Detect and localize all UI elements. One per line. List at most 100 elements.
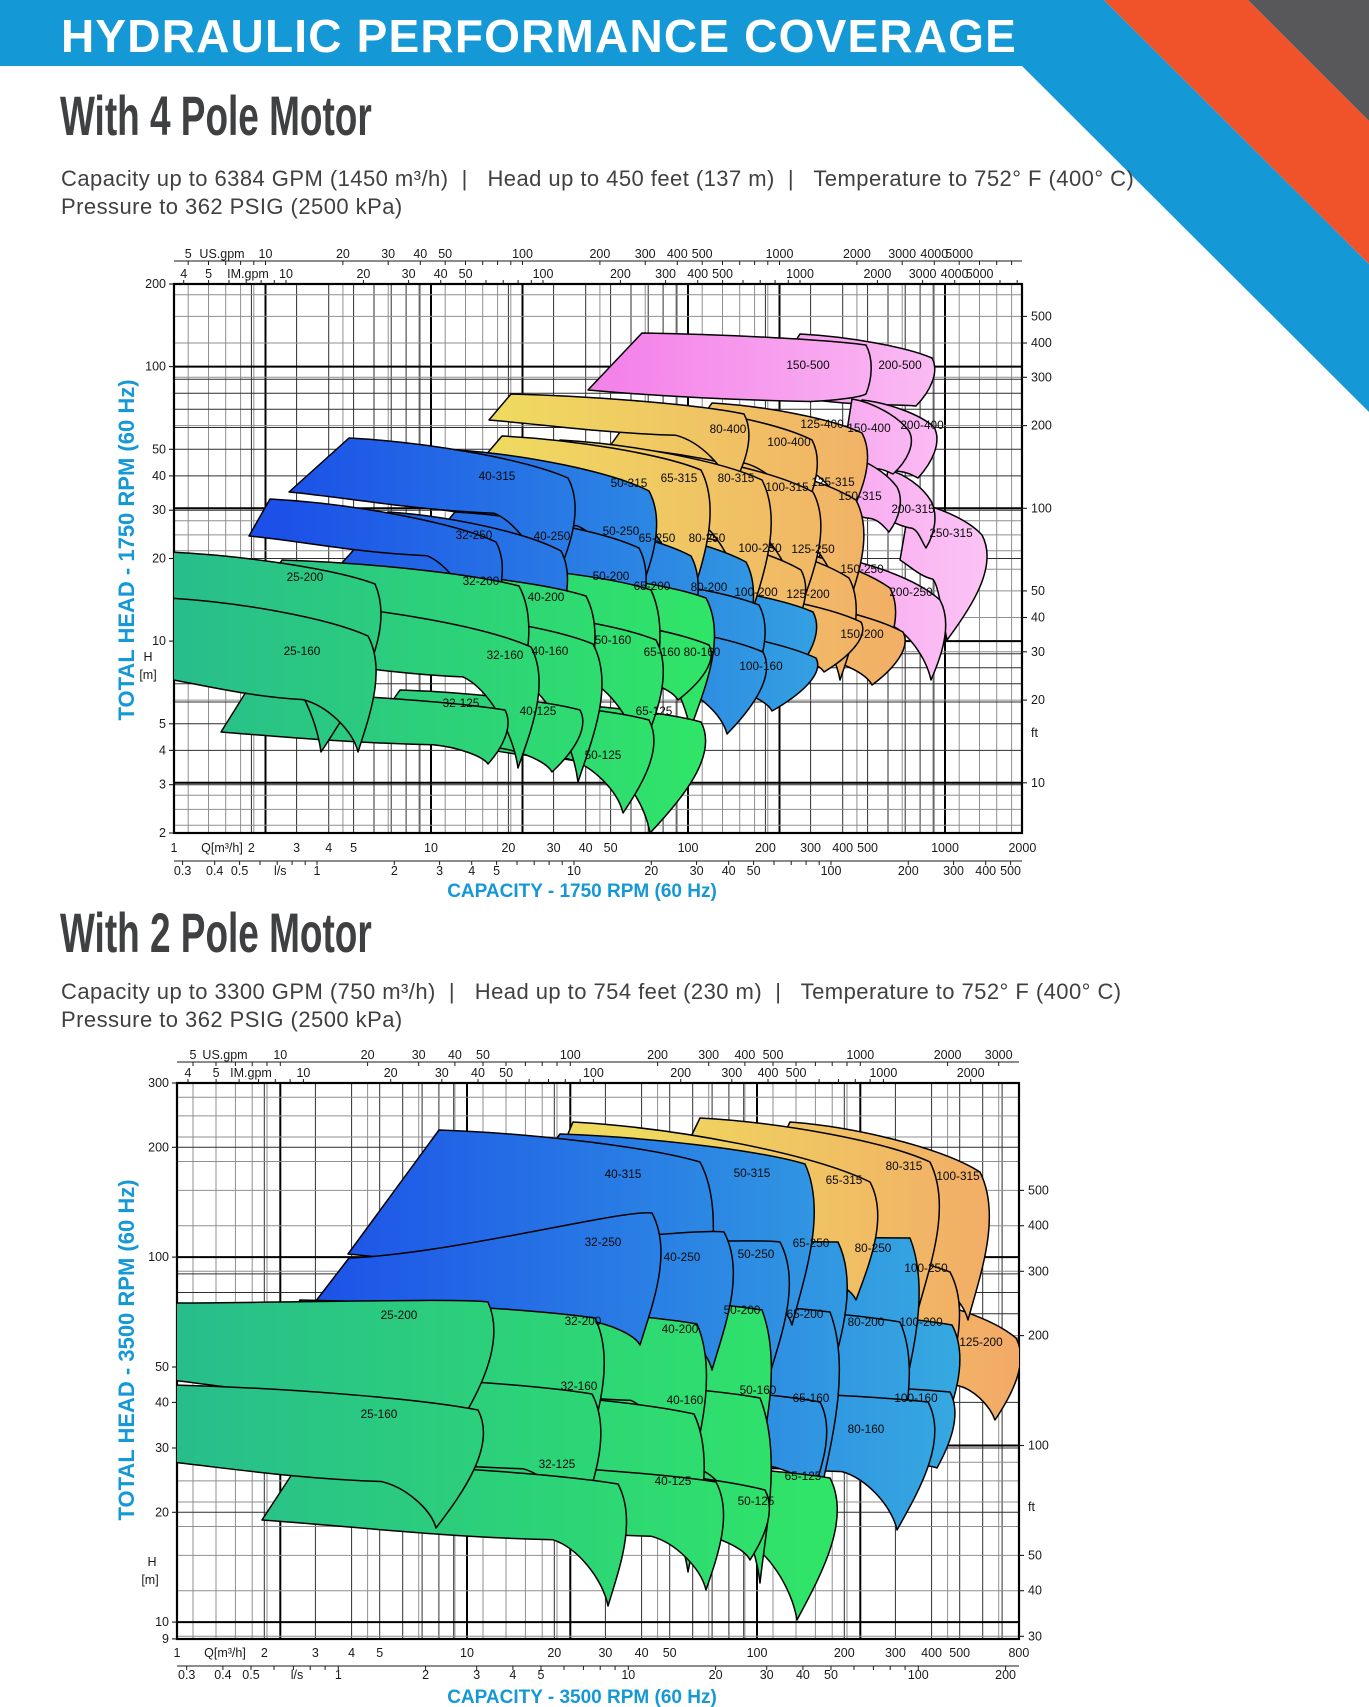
- svg-text:100: 100: [747, 1646, 768, 1660]
- svg-text:3: 3: [473, 1668, 480, 1682]
- svg-text:50-125: 50-125: [585, 748, 622, 762]
- svg-text:100-315: 100-315: [936, 1169, 980, 1183]
- svg-text:500: 500: [857, 841, 878, 855]
- svg-text:100-200: 100-200: [734, 585, 778, 599]
- svg-text:40-125: 40-125: [520, 704, 557, 718]
- svg-text:200-250: 200-250: [889, 585, 933, 599]
- svg-text:1: 1: [335, 1668, 342, 1682]
- svg-text:100: 100: [821, 864, 842, 878]
- svg-text:32-200: 32-200: [565, 1314, 602, 1328]
- svg-text:30: 30: [598, 1646, 612, 1660]
- svg-text:100: 100: [533, 267, 554, 281]
- svg-text:200: 200: [148, 1140, 169, 1154]
- svg-text:3: 3: [159, 778, 166, 792]
- svg-text:4: 4: [468, 864, 475, 878]
- svg-text:30: 30: [152, 503, 166, 517]
- svg-text:0.3: 0.3: [174, 864, 191, 878]
- svg-text:100: 100: [678, 841, 699, 855]
- svg-text:50-200: 50-200: [724, 1303, 761, 1317]
- svg-text:50: 50: [1031, 584, 1045, 598]
- svg-text:500: 500: [1031, 309, 1052, 323]
- svg-text:100: 100: [560, 1048, 581, 1062]
- svg-text:IM.gpm: IM.gpm: [230, 1066, 272, 1080]
- svg-text:20: 20: [1031, 693, 1045, 707]
- svg-text:5: 5: [205, 267, 212, 281]
- svg-text:40: 40: [155, 1395, 169, 1409]
- svg-text:125-400: 125-400: [800, 417, 844, 431]
- svg-text:20: 20: [547, 1646, 561, 1660]
- svg-text:50-315: 50-315: [734, 1166, 771, 1180]
- svg-text:200: 200: [145, 277, 166, 291]
- svg-text:100: 100: [583, 1066, 604, 1080]
- svg-text:US.gpm: US.gpm: [202, 1048, 247, 1062]
- svg-text:65-250: 65-250: [639, 531, 676, 545]
- svg-text:80-400: 80-400: [710, 422, 747, 436]
- svg-text:300: 300: [800, 841, 821, 855]
- svg-text:50-160: 50-160: [595, 633, 632, 647]
- svg-text:100-200: 100-200: [899, 1315, 943, 1329]
- svg-text:65-250: 65-250: [793, 1236, 830, 1250]
- svg-text:100: 100: [148, 1250, 169, 1264]
- svg-text:400: 400: [687, 267, 708, 281]
- svg-text:125-250: 125-250: [791, 542, 835, 556]
- svg-text:500: 500: [949, 1646, 970, 1660]
- svg-text:30: 30: [402, 267, 416, 281]
- svg-text:150-500: 150-500: [786, 358, 830, 372]
- svg-text:100: 100: [1031, 501, 1052, 515]
- svg-text:H: H: [147, 1555, 156, 1569]
- svg-text:32-250: 32-250: [585, 1235, 622, 1249]
- svg-text:100-400: 100-400: [767, 435, 811, 449]
- svg-text:5000: 5000: [966, 267, 994, 281]
- svg-text:0.4: 0.4: [206, 864, 223, 878]
- svg-text:TOTAL HEAD - 1750 RPM (60 Hz): TOTAL HEAD - 1750 RPM (60 Hz): [114, 379, 139, 720]
- svg-text:5: 5: [159, 717, 166, 731]
- svg-text:50: 50: [152, 442, 166, 456]
- svg-text:50-200: 50-200: [593, 569, 630, 583]
- svg-text:40-200: 40-200: [662, 1322, 699, 1336]
- svg-text:2000: 2000: [843, 247, 871, 261]
- svg-text:300: 300: [721, 1066, 742, 1080]
- svg-text:IM.gpm: IM.gpm: [227, 267, 269, 281]
- svg-text:30: 30: [435, 1066, 449, 1080]
- svg-text:32-125: 32-125: [539, 1457, 576, 1471]
- svg-text:40: 40: [152, 469, 166, 483]
- svg-text:4000: 4000: [920, 247, 948, 261]
- svg-text:200: 200: [610, 267, 631, 281]
- svg-text:10: 10: [273, 1048, 287, 1062]
- svg-text:500: 500: [763, 1048, 784, 1062]
- svg-text:40-160: 40-160: [667, 1393, 704, 1407]
- svg-text:200: 200: [755, 841, 776, 855]
- svg-text:65-160: 65-160: [644, 645, 681, 659]
- svg-text:CAPACITY - 3500 RPM (60 Hz): CAPACITY - 3500 RPM (60 Hz): [447, 1687, 717, 1707]
- svg-text:2: 2: [159, 826, 166, 840]
- svg-text:10: 10: [152, 634, 166, 648]
- svg-text:50: 50: [499, 1066, 513, 1080]
- svg-text:1: 1: [174, 1646, 181, 1660]
- svg-text:40: 40: [722, 864, 736, 878]
- svg-text:50-250: 50-250: [603, 524, 640, 538]
- svg-text:40: 40: [579, 841, 593, 855]
- svg-text:ft: ft: [1031, 726, 1038, 740]
- svg-text:Q[m³/h]: Q[m³/h]: [204, 1646, 246, 1660]
- svg-text:400: 400: [921, 1646, 942, 1660]
- svg-text:10: 10: [259, 247, 273, 261]
- svg-text:9: 9: [162, 1632, 169, 1646]
- svg-text:2000: 2000: [957, 1066, 985, 1080]
- svg-text:65-160: 65-160: [793, 1391, 830, 1405]
- svg-text:20: 20: [501, 841, 515, 855]
- svg-text:30: 30: [690, 864, 704, 878]
- svg-text:10: 10: [567, 864, 581, 878]
- svg-text:3000: 3000: [985, 1048, 1013, 1062]
- svg-text:65-315: 65-315: [826, 1173, 863, 1187]
- svg-text:50: 50: [155, 1360, 169, 1374]
- svg-text:50: 50: [459, 267, 473, 281]
- svg-text:200: 200: [1028, 1329, 1049, 1343]
- svg-text:5: 5: [213, 1066, 220, 1080]
- svg-text:10: 10: [296, 1066, 310, 1080]
- svg-text:30: 30: [412, 1048, 426, 1062]
- svg-text:40-200: 40-200: [528, 590, 565, 604]
- svg-text:30: 30: [547, 841, 561, 855]
- svg-text:40: 40: [413, 247, 427, 261]
- svg-text:30: 30: [760, 1668, 774, 1682]
- svg-text:30: 30: [155, 1441, 169, 1455]
